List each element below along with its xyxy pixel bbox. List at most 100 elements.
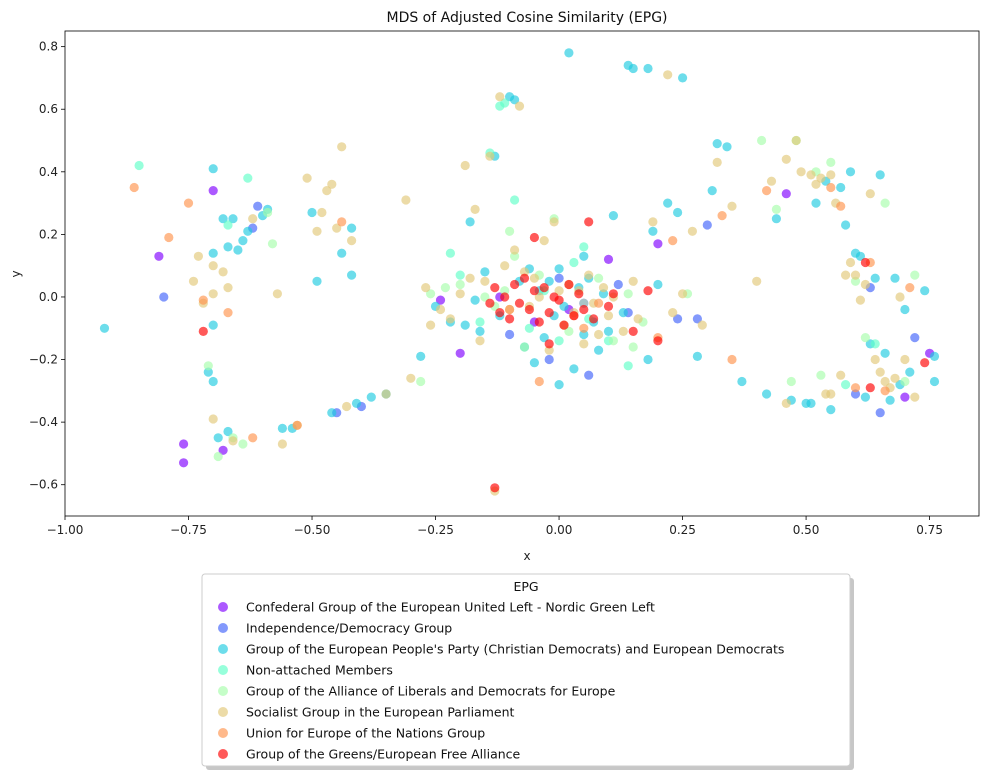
data-point <box>470 295 480 305</box>
data-point <box>569 364 579 374</box>
data-point <box>880 376 890 387</box>
data-point <box>342 401 352 412</box>
data-point <box>860 279 871 290</box>
data-point <box>579 242 589 252</box>
data-point <box>455 279 465 290</box>
data-point <box>692 351 703 361</box>
data-point <box>426 320 436 330</box>
data-point <box>673 314 683 324</box>
data-point <box>900 304 910 315</box>
x-tick-label: 0.00 <box>546 523 573 537</box>
data-point <box>850 270 861 280</box>
data-point <box>836 370 846 380</box>
data-point <box>618 308 628 318</box>
data-point <box>505 329 515 340</box>
data-point <box>574 289 584 299</box>
data-point <box>850 389 861 399</box>
y-tick-label: 0.4 <box>39 165 58 179</box>
data-point <box>253 201 263 211</box>
data-point <box>475 336 485 346</box>
data-point <box>845 167 856 177</box>
data-point <box>643 354 653 365</box>
data-point <box>208 186 218 196</box>
data-point <box>673 207 683 218</box>
data-point <box>401 195 411 205</box>
legend-label: Group of the Greens/European Free Allian… <box>246 747 521 762</box>
x-tick-label: 0.25 <box>669 523 696 537</box>
data-point <box>584 370 594 380</box>
data-point <box>870 354 880 365</box>
data-point <box>905 367 915 377</box>
data-point <box>381 389 391 399</box>
y-tick-label: 0.0 <box>39 290 58 304</box>
data-point <box>579 323 589 333</box>
data-point <box>480 276 490 286</box>
data-point <box>509 95 520 105</box>
data-point <box>302 173 312 183</box>
data-point <box>594 329 604 340</box>
data-point <box>223 283 233 293</box>
data-point <box>603 254 614 264</box>
data-point <box>806 398 816 408</box>
x-tick-label: 0.75 <box>916 523 943 537</box>
data-point <box>668 236 678 246</box>
data-point <box>900 376 910 387</box>
data-point <box>920 286 930 296</box>
data-point <box>900 392 910 402</box>
data-point <box>653 239 663 249</box>
data-point <box>351 398 362 408</box>
data-point <box>781 398 791 408</box>
data-point <box>248 214 258 224</box>
data-point <box>569 311 579 321</box>
data-point <box>332 223 342 233</box>
data-point <box>337 142 347 152</box>
data-point <box>460 160 470 171</box>
x-tick-label: 0.50 <box>793 523 820 537</box>
data-point <box>687 226 698 236</box>
data-point <box>727 354 737 365</box>
data-point <box>544 345 554 355</box>
data-point <box>208 261 218 271</box>
legend-items: Confederal Group of the European United … <box>218 600 784 762</box>
x-tick-label: −0.75 <box>170 523 207 537</box>
x-axis: −1.00 −0.75 −0.50 −0.25 0.00 0.25 0.50 0.75 <box>47 516 943 537</box>
data-point <box>529 358 540 368</box>
data-point <box>712 139 722 149</box>
data-point <box>243 173 253 183</box>
data-point <box>539 333 549 343</box>
y-axis: −0.6 −0.4 −0.2 0.0 0.2 0.4 0.6 0.8 <box>29 40 65 492</box>
data-point <box>816 173 826 183</box>
data-point <box>663 70 673 80</box>
data-point <box>248 433 258 443</box>
data-point <box>218 445 228 455</box>
data-point <box>539 236 549 246</box>
data-point <box>317 207 327 218</box>
data-point <box>816 370 826 380</box>
data-point <box>841 270 851 280</box>
legend-label: Group of the European People's Party (Ch… <box>246 642 784 657</box>
data-point <box>628 63 638 74</box>
data-point <box>500 261 510 271</box>
data-point <box>678 73 688 83</box>
data-point <box>505 314 515 324</box>
data-point <box>702 220 712 230</box>
data-point <box>628 342 638 352</box>
data-point <box>208 248 218 258</box>
data-point <box>465 273 475 283</box>
data-point <box>534 317 544 327</box>
data-point <box>159 292 169 302</box>
data-point <box>594 298 604 308</box>
data-point <box>198 326 208 336</box>
data-point <box>771 204 782 214</box>
data-point <box>910 270 920 280</box>
data-point <box>292 420 302 430</box>
data-point <box>697 320 707 330</box>
data-point <box>554 380 564 390</box>
y-tick-label: 0.6 <box>39 102 58 116</box>
data-point <box>865 189 875 199</box>
data-point <box>727 201 737 211</box>
data-point <box>509 279 520 290</box>
data-point <box>692 314 703 324</box>
data-point <box>208 164 218 174</box>
data-point <box>663 198 673 208</box>
